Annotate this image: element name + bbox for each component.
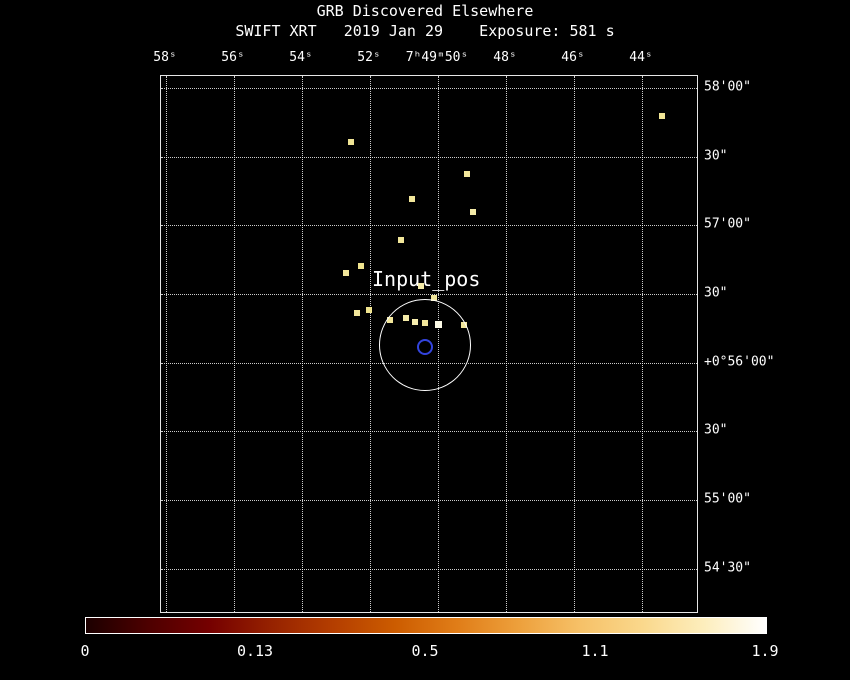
colorbar [85,617,767,634]
xray-event-point [659,113,665,119]
colorbar-tick-label: 0.13 [236,642,274,660]
colorbar-tick-label: 0 [80,642,90,660]
input-position-circle [417,339,433,355]
colorbar-tick-label: 1.1 [581,642,609,660]
image-title: GRB Discovered Elsewhere [316,2,534,20]
y-axis-tick-label: 30" [704,148,728,164]
xray-event-point [343,270,349,276]
grid-line-vertical [234,76,235,612]
y-axis-tick-label: +0°56'00" [704,354,775,370]
grid-line-horizontal [161,431,697,432]
x-axis-tick-label: 46ˢ [561,50,585,65]
source-error-circle [379,299,471,391]
grid-line-vertical [642,76,643,612]
grid-line-vertical [166,76,167,612]
xray-event-point [354,310,360,316]
xray-event-point [409,196,415,202]
y-axis-tick-label: 54'30" [704,560,751,576]
xray-event-point [431,295,437,301]
x-axis-tick-label: 7ʰ49ᵐ50ˢ [405,50,469,65]
colorbar-tick-label: 0.5 [411,642,439,660]
sky-plot: Input_pos [160,75,698,613]
xray-event-point [366,307,372,313]
y-axis-tick-label: 30" [704,422,728,438]
grid-line-vertical [370,76,371,612]
grid-line-horizontal [161,88,697,89]
colorbar-tick-label: 1.9 [751,642,779,660]
grid-line-horizontal [161,225,697,226]
grid-line-vertical [574,76,575,612]
x-axis-tick-label: 54ˢ [289,50,313,65]
input-position-label: Input_pos [372,267,481,291]
y-axis-tick-label: 30" [704,285,728,301]
y-axis-tick-label: 55'00" [704,491,751,507]
y-axis-tick-label: 57'00" [704,216,751,232]
xray-event-point [348,139,354,145]
x-axis-tick-label: 48ˢ [493,50,517,65]
grid-line-horizontal [161,157,697,158]
xray-event-point [398,237,404,243]
image-subtitle: SWIFT XRT 2019 Jan 29 Exposure: 581 s [235,22,615,40]
xray-event-point [464,171,470,177]
xray-event-point [418,283,424,289]
y-axis-tick-label: 58'00" [704,79,751,95]
x-axis-tick-label: 56ˢ [221,50,245,65]
grid-line-horizontal [161,294,697,295]
grid-line-horizontal [161,500,697,501]
grid-line-vertical [506,76,507,612]
x-axis-tick-label: 52ˢ [357,50,381,65]
x-axis-tick-label: 58ˢ [153,50,177,65]
x-axis-tick-label: 44ˢ [629,50,653,65]
xray-event-point [470,209,476,215]
grid-line-horizontal [161,569,697,570]
grid-line-vertical [302,76,303,612]
xray-event-point [358,263,364,269]
